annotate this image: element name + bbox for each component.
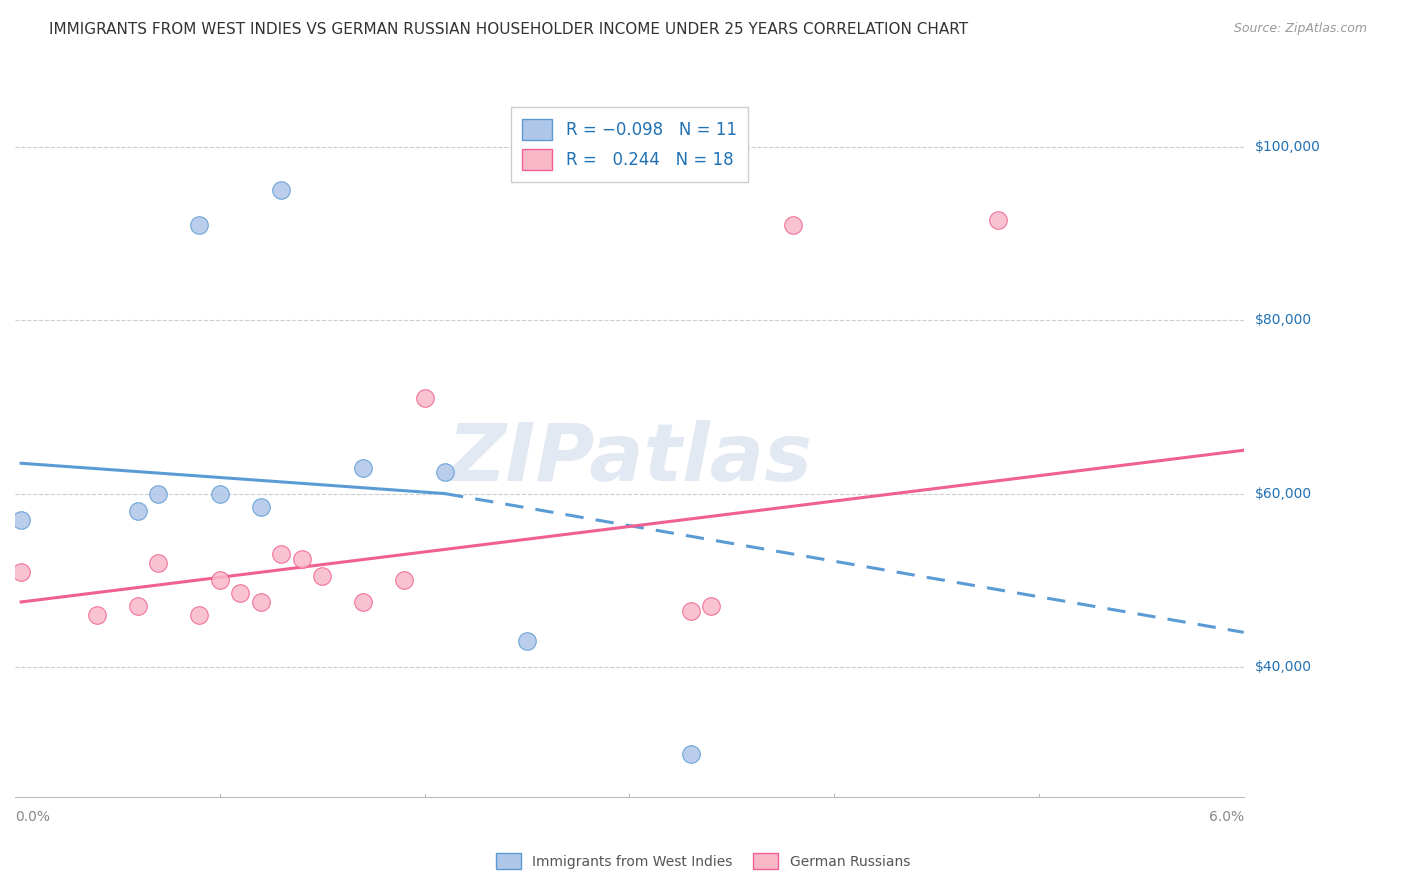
Point xyxy=(352,460,374,475)
Point xyxy=(311,569,333,583)
Point xyxy=(249,595,271,609)
Point xyxy=(782,218,804,232)
Point xyxy=(127,504,149,518)
Point xyxy=(987,213,1010,227)
Text: 6.0%: 6.0% xyxy=(1209,810,1244,824)
Point xyxy=(249,500,271,514)
Text: $80,000: $80,000 xyxy=(1254,313,1312,327)
Point xyxy=(291,551,314,566)
Point xyxy=(229,586,252,600)
Point xyxy=(188,218,211,232)
Point xyxy=(679,747,702,761)
Text: 0.0%: 0.0% xyxy=(15,810,51,824)
Point xyxy=(270,183,292,197)
Point xyxy=(208,574,231,588)
Text: ZIPatlas: ZIPatlas xyxy=(447,420,811,498)
Point xyxy=(679,604,702,618)
Point xyxy=(148,556,170,570)
Legend: R = −0.098   N = 11, R =   0.244   N = 18: R = −0.098 N = 11, R = 0.244 N = 18 xyxy=(510,107,748,182)
Point xyxy=(434,465,457,479)
Point xyxy=(392,574,415,588)
Point xyxy=(352,595,374,609)
Point xyxy=(208,486,231,500)
Text: $100,000: $100,000 xyxy=(1254,140,1320,153)
Text: $60,000: $60,000 xyxy=(1254,487,1312,500)
Point xyxy=(700,599,723,614)
Legend: Immigrants from West Indies, German Russians: Immigrants from West Indies, German Russ… xyxy=(489,847,917,876)
Point xyxy=(270,547,292,561)
Point xyxy=(188,607,211,622)
Point xyxy=(413,391,436,405)
Text: IMMIGRANTS FROM WEST INDIES VS GERMAN RUSSIAN HOUSEHOLDER INCOME UNDER 25 YEARS : IMMIGRANTS FROM WEST INDIES VS GERMAN RU… xyxy=(49,22,969,37)
Point xyxy=(10,565,32,579)
Point xyxy=(10,513,32,527)
Point xyxy=(148,486,170,500)
Point xyxy=(516,634,538,648)
Point xyxy=(127,599,149,614)
Text: Source: ZipAtlas.com: Source: ZipAtlas.com xyxy=(1233,22,1367,36)
Point xyxy=(86,607,108,622)
Text: $40,000: $40,000 xyxy=(1254,660,1312,674)
